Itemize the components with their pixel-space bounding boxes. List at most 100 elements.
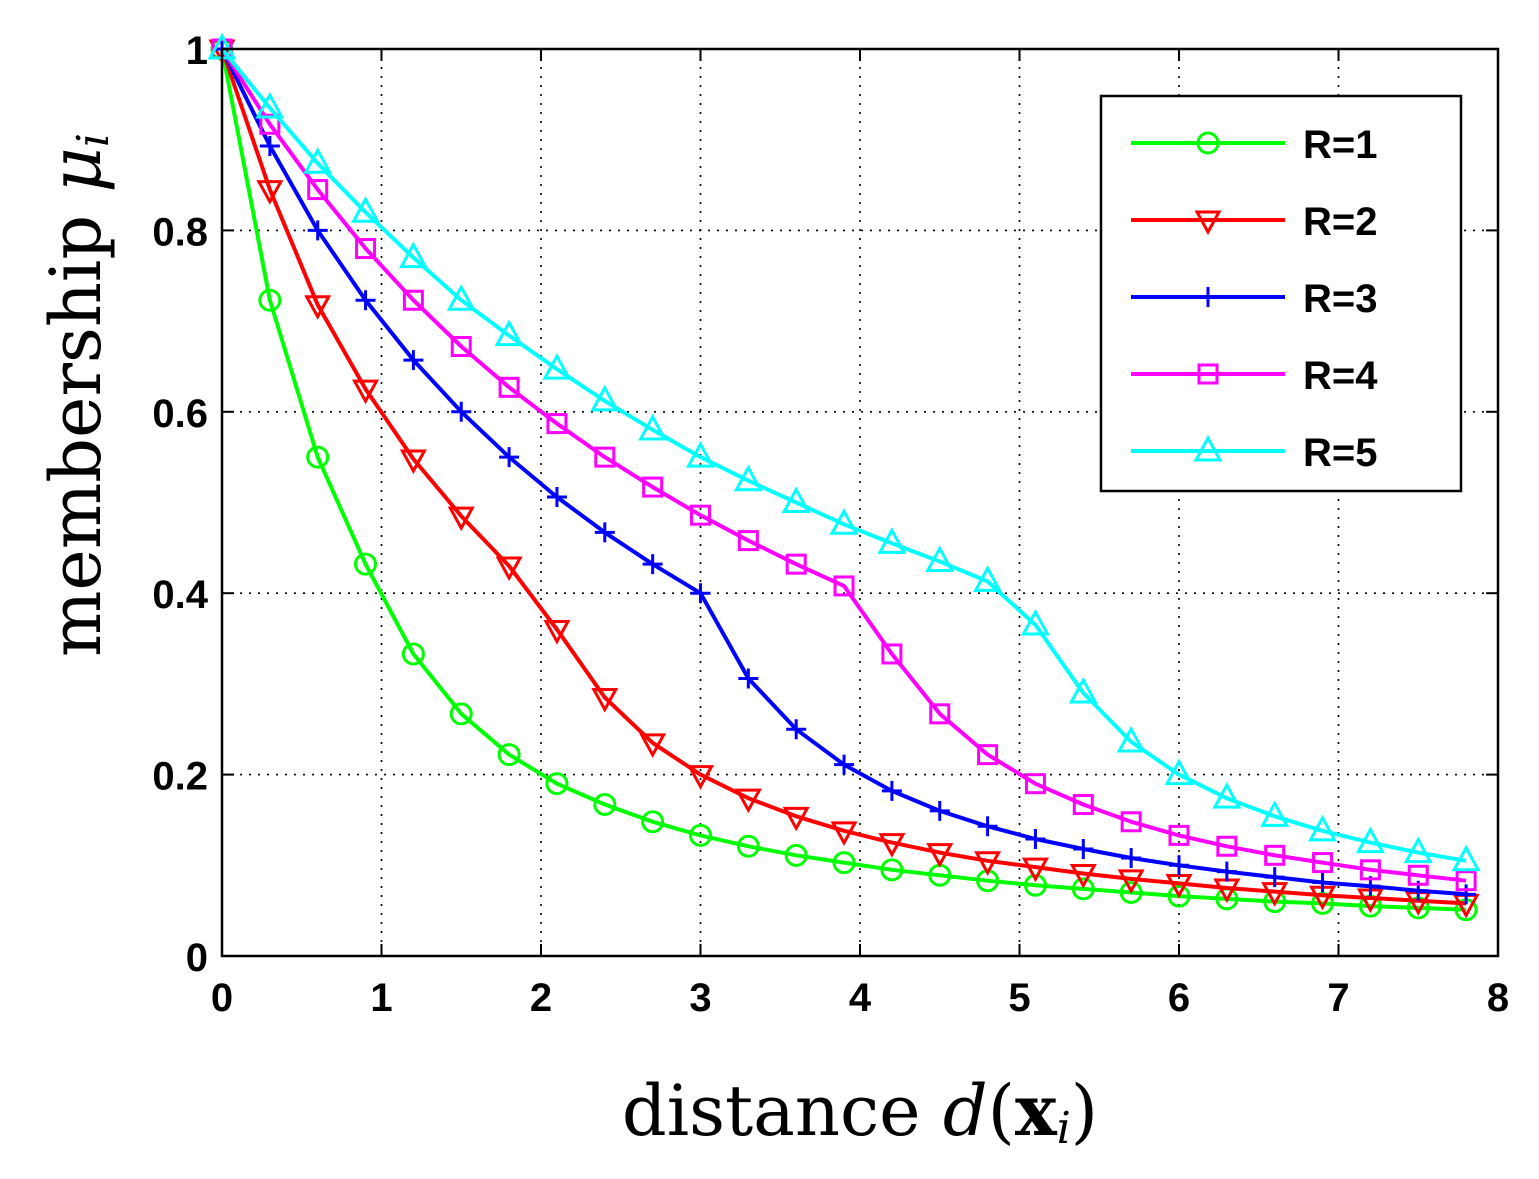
data-point xyxy=(1168,824,1190,846)
data-point xyxy=(1073,838,1094,859)
y-tick-label: 1 xyxy=(186,29,208,73)
data-point xyxy=(307,220,328,241)
data-point xyxy=(1455,870,1477,892)
data-point xyxy=(1120,811,1142,833)
data-point xyxy=(591,688,619,713)
data-point xyxy=(304,295,332,320)
data-point xyxy=(733,464,763,492)
data-point xyxy=(1165,873,1193,899)
data-point xyxy=(542,353,572,380)
series-line xyxy=(220,48,1467,906)
data-point xyxy=(833,575,855,597)
data-point xyxy=(1119,881,1143,905)
data-point xyxy=(685,441,716,468)
data-point xyxy=(737,530,759,552)
data-point xyxy=(929,703,951,725)
data-point xyxy=(594,522,615,543)
data-point xyxy=(259,113,281,135)
y-axis-label: membership μi xyxy=(35,133,119,657)
data-point xyxy=(1451,844,1481,872)
data-point xyxy=(642,476,664,498)
series-R=4 xyxy=(211,38,1477,892)
x-axis-label-bold: x xyxy=(1015,1069,1058,1152)
x-tick-label: 1 xyxy=(370,976,392,1020)
x-axis-label-open: ( xyxy=(988,1070,1015,1152)
data-point xyxy=(399,449,427,475)
data-point xyxy=(834,754,855,775)
data-point xyxy=(690,504,711,526)
legend-item: R=1 xyxy=(1131,123,1378,167)
legend-label: R=2 xyxy=(1303,200,1378,244)
x-tick-label: 8 xyxy=(1487,976,1509,1020)
legend-box xyxy=(1099,94,1463,493)
data-point xyxy=(973,565,1003,592)
data-series xyxy=(207,32,1481,922)
data-point xyxy=(878,833,906,858)
data-point xyxy=(734,788,762,814)
data-point xyxy=(494,319,524,347)
data-point xyxy=(450,335,472,357)
y-tick-label: 0 xyxy=(186,936,208,980)
data-point xyxy=(499,447,520,468)
data-point xyxy=(1312,852,1334,874)
data-point xyxy=(830,821,858,846)
data-point xyxy=(1023,873,1047,897)
legend-label: R=5 xyxy=(1303,431,1378,475)
y-axis-label-sub: i xyxy=(68,133,119,147)
x-tick-label: 3 xyxy=(689,976,711,1020)
data-point xyxy=(498,376,520,398)
data-point xyxy=(256,180,284,205)
x-tick-label: 2 xyxy=(530,976,552,1020)
data-point xyxy=(925,545,955,572)
data-point xyxy=(258,288,282,312)
legend-marker xyxy=(1197,363,1219,385)
x-tick-label: 7 xyxy=(1327,976,1349,1020)
legend-item: R=3 xyxy=(1131,277,1378,321)
data-point xyxy=(546,413,568,435)
data-point xyxy=(1121,848,1142,869)
data-point xyxy=(1216,835,1238,857)
data-point xyxy=(1116,725,1146,753)
legend-label: R=4 xyxy=(1303,354,1378,398)
data-point xyxy=(929,800,950,821)
y-tick-label: 0.6 xyxy=(152,392,208,436)
data-point xyxy=(738,668,759,689)
x-tick-label: 5 xyxy=(1008,976,1030,1020)
data-point xyxy=(977,744,999,766)
y-axis-label-greek: μ xyxy=(35,147,117,193)
series-R=5 xyxy=(207,32,1481,872)
x-tick-label: 6 xyxy=(1168,976,1190,1020)
legend-label: R=1 xyxy=(1303,123,1378,167)
series-line xyxy=(220,47,1467,883)
data-point xyxy=(832,851,856,875)
data-point xyxy=(1355,826,1385,854)
data-point xyxy=(1024,773,1046,795)
data-point xyxy=(1403,836,1433,864)
data-point xyxy=(1260,800,1290,827)
data-point xyxy=(351,196,381,223)
data-point xyxy=(447,506,475,532)
x-tick-label: 4 xyxy=(849,976,872,1020)
data-point xyxy=(641,810,665,834)
data-point xyxy=(446,284,476,311)
data-point xyxy=(495,556,523,582)
x-tick-label: 0 xyxy=(211,976,233,1020)
series-line xyxy=(220,47,1467,863)
data-point xyxy=(1169,855,1189,876)
data-point xyxy=(1407,864,1429,886)
data-point xyxy=(303,147,333,174)
y-axis-label-main: membership xyxy=(35,193,117,657)
data-point xyxy=(259,136,280,157)
data-point xyxy=(736,834,760,858)
x-axis-label-sub: i xyxy=(1057,1103,1071,1154)
series-R=3 xyxy=(212,39,1477,905)
data-point xyxy=(307,179,329,201)
data-point xyxy=(594,446,616,468)
y-tick-label: 0.4 xyxy=(152,573,208,617)
y-tick-label: 0.8 xyxy=(152,210,208,254)
series-line xyxy=(220,48,1467,912)
data-point xyxy=(829,508,859,535)
data-point xyxy=(880,858,904,882)
legend-label: R=3 xyxy=(1303,277,1378,321)
